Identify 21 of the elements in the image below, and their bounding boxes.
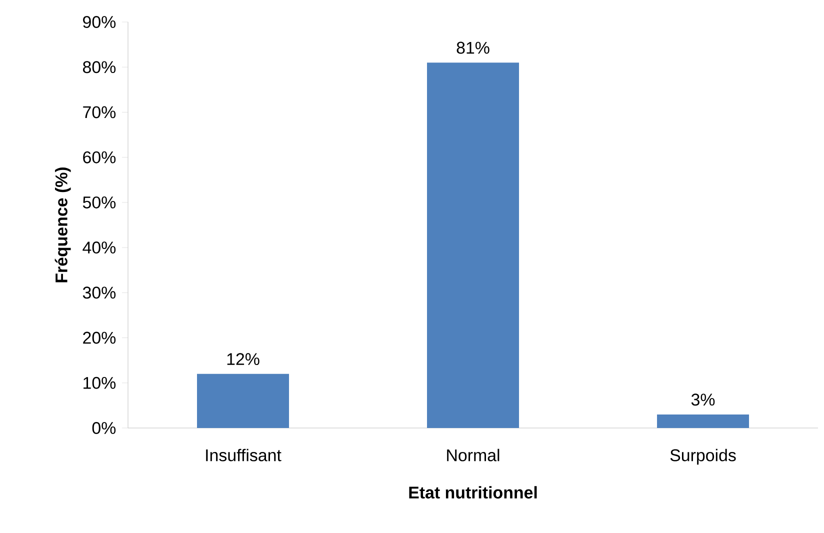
- y-tick-label: 0%: [92, 422, 116, 434]
- y-tick-label: 20%: [83, 332, 116, 344]
- y-tick-label: 90%: [83, 16, 116, 28]
- bar: [197, 374, 290, 428]
- data-label: 81%: [456, 42, 490, 54]
- y-tick-label: 50%: [82, 196, 116, 208]
- y-tick-label: 80%: [82, 61, 116, 74]
- y-tick-label: 40%: [82, 242, 116, 254]
- x-tick-label: Normal: [447, 448, 500, 462]
- y-tick-label: 60%: [83, 151, 116, 164]
- y-tick-label: 10%: [84, 376, 116, 389]
- data-label: 12%: [227, 353, 260, 366]
- y-tick-label: 70%: [83, 106, 116, 118]
- y-axis-title: Fréquence (%): [54, 168, 71, 282]
- x-tick-label: Insuffisant: [206, 448, 282, 462]
- x-tick-label: Surpoids: [670, 448, 736, 465]
- bar: [657, 414, 750, 428]
- x-axis-title: Etat nutritionnel: [409, 486, 537, 499]
- data-label: 3%: [691, 394, 715, 406]
- bar: [427, 62, 520, 428]
- y-tick-label: 30%: [82, 286, 116, 299]
